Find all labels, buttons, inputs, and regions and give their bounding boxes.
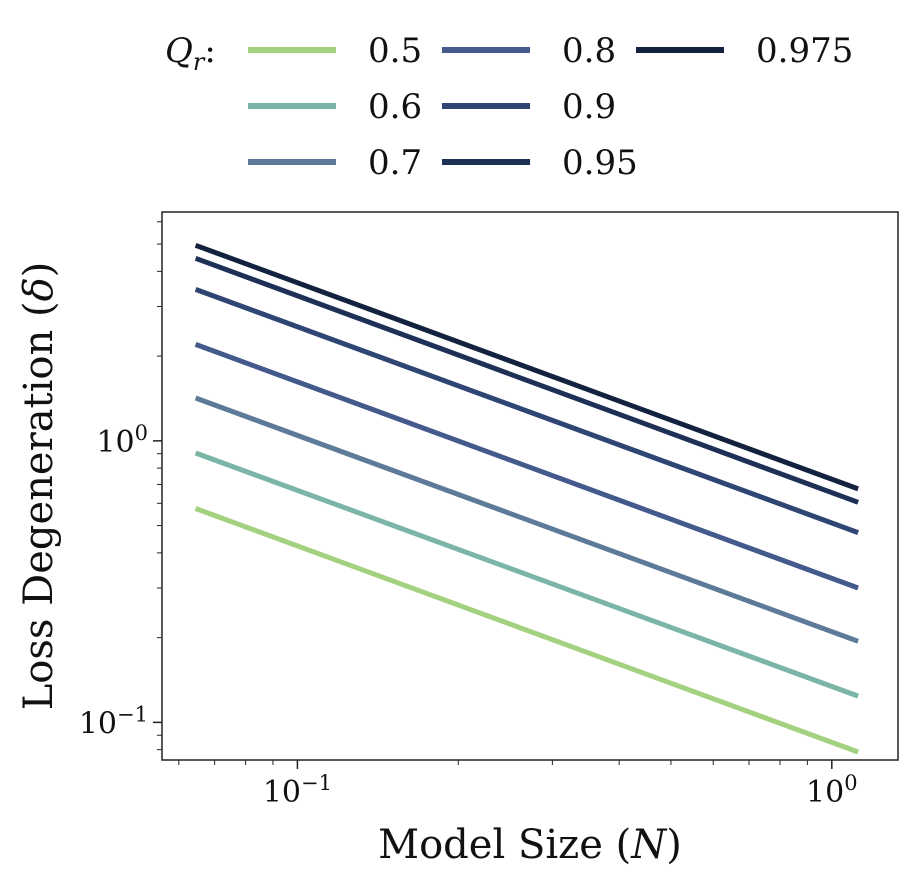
series-line-0.6 (194, 450, 859, 699)
legend-label-0.5: 0.5 (368, 31, 422, 71)
legend-title-var: Q (165, 31, 193, 71)
legend-title: Qr: (165, 31, 216, 76)
legend-label-0.95: 0.95 (562, 143, 638, 183)
legend-label-0.975: 0.975 (756, 31, 853, 71)
legend: Qr: 0.5 0.6 0.7 0.8 0.9 0.95 0.975 (165, 31, 853, 183)
series-lines (194, 242, 859, 755)
y-tick-label: 10−1 (79, 702, 148, 741)
axis-ticks (153, 221, 833, 769)
y-tick-label: 100 (96, 421, 148, 460)
series-line-0.7 (194, 395, 859, 644)
legend-label-0.6: 0.6 (368, 87, 422, 127)
x-tick-label: 10−1 (263, 771, 332, 810)
legend-label-0.7: 0.7 (368, 143, 422, 183)
plot-frame (161, 211, 899, 761)
legend-label-0.9: 0.9 (562, 87, 616, 127)
x-tick-label: 100 (806, 771, 858, 810)
tick-labels: 10−1 100 10−1 100 (79, 421, 858, 810)
series-line-0.9 (194, 287, 859, 535)
series-line-0.8 (194, 342, 859, 591)
legend-title-colon: : (204, 31, 215, 71)
y-axis-label: Loss Degeneration (δ) (16, 262, 62, 711)
series-line-0.5 (194, 506, 859, 755)
x-axis-label: Model Size (N) (378, 822, 682, 868)
series-line-0.95 (194, 255, 859, 505)
series-line-0.975 (194, 242, 859, 492)
legend-label-0.8: 0.8 (562, 31, 616, 71)
legend-title-sub: r (193, 48, 206, 76)
